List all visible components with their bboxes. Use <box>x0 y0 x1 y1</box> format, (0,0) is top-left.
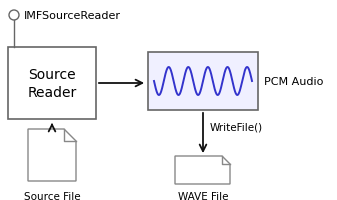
Text: PCM Audio: PCM Audio <box>264 77 324 87</box>
Text: IMFSourceReader: IMFSourceReader <box>24 11 121 21</box>
Text: WAVE File: WAVE File <box>178 191 228 200</box>
Polygon shape <box>175 156 230 184</box>
Bar <box>148 53 258 110</box>
Text: Source
Reader: Source Reader <box>27 67 76 100</box>
Text: WriteFile(): WriteFile() <box>210 121 263 131</box>
Bar <box>8 48 96 119</box>
Polygon shape <box>28 129 76 181</box>
Text: Source File: Source File <box>24 191 80 200</box>
